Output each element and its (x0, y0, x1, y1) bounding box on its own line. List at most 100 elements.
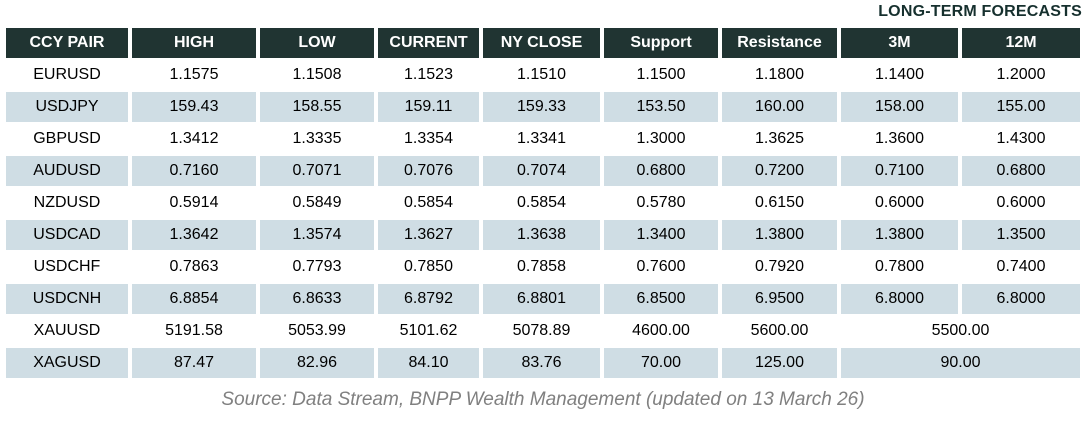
value-cell: 6.8854 (132, 284, 256, 314)
value-cell: 0.7076 (378, 156, 479, 186)
table-row-usdcnh: USDCNH 6.8854 6.8633 6.8792 6.8801 6.8500 6.95… (6, 284, 1080, 314)
value-cell: 0.7600 (604, 252, 718, 282)
value-cell: 0.5849 (260, 188, 374, 218)
value-cell: 0.6000 (841, 188, 958, 218)
pair-cell: XAGUSD (6, 348, 128, 378)
value-cell: 1.3500 (962, 220, 1080, 250)
value-cell: 1.3400 (604, 220, 718, 250)
value-cell: 158.55 (260, 92, 374, 122)
value-cell: 1.1523 (378, 60, 479, 90)
value-cell: 0.7071 (260, 156, 374, 186)
value-cell: 0.7793 (260, 252, 374, 282)
value-cell: 0.7074 (483, 156, 600, 186)
column-header-12m: 12M (962, 28, 1080, 58)
table-row-xagusd: XAGUSD 87.47 82.96 84.10 83.76 70.00 125.00 90.… (6, 348, 1080, 378)
table-row-xauusd: XAUUSD 5191.58 5053.99 5101.62 5078.89 4600.0… (6, 316, 1080, 346)
value-cell: 0.7400 (962, 252, 1080, 282)
value-cell: 0.6000 (962, 188, 1080, 218)
table-row-usdjpy: USDJPY 159.43 158.55 159.11 159.33 153.50 160.… (6, 92, 1080, 122)
value-cell: 1.3335 (260, 124, 374, 154)
value-cell: 1.3800 (841, 220, 958, 250)
value-cell: 1.3642 (132, 220, 256, 250)
table-header: CCY PAIR HIGH LOW CURRENT NY CLOSE Support Res… (6, 28, 1080, 58)
value-cell: 1.3638 (483, 220, 600, 250)
value-cell: 0.7863 (132, 252, 256, 282)
value-cell: 159.33 (483, 92, 600, 122)
value-cell: 1.3000 (604, 124, 718, 154)
value-cell: 1.3600 (841, 124, 958, 154)
value-cell: 1.3354 (378, 124, 479, 154)
table-row-gbpusd: GBPUSD 1.3412 1.3335 1.3354 1.3341 1.3000 1.36… (6, 124, 1080, 154)
value-cell: 84.10 (378, 348, 479, 378)
value-cell: 1.3412 (132, 124, 256, 154)
table-row-eurusd: EURUSD 1.1575 1.1508 1.1523 1.1510 1.1500 1.18… (6, 60, 1080, 90)
value-cell: 1.3627 (378, 220, 479, 250)
column-header-current: CURRENT (378, 28, 479, 58)
value-cell: 5101.62 (378, 316, 479, 346)
value-cell: 158.00 (841, 92, 958, 122)
value-cell: 6.8000 (841, 284, 958, 314)
value-cell: 6.8000 (962, 284, 1080, 314)
value-cell: 1.1508 (260, 60, 374, 90)
value-cell: 1.3341 (483, 124, 600, 154)
value-cell: 4600.00 (604, 316, 718, 346)
value-cell: 0.5914 (132, 188, 256, 218)
pair-cell: EURUSD (6, 60, 128, 90)
value-cell: 0.6150 (722, 188, 837, 218)
value-cell: 1.3625 (722, 124, 837, 154)
pair-cell: USDCNH (6, 284, 128, 314)
value-cell: 1.3574 (260, 220, 374, 250)
value-cell: 160.00 (722, 92, 837, 122)
column-header-3m: 3M (841, 28, 958, 58)
pair-cell: GBPUSD (6, 124, 128, 154)
value-cell: 0.5780 (604, 188, 718, 218)
value-cell: 0.7858 (483, 252, 600, 282)
value-cell: 159.11 (378, 92, 479, 122)
value-cell: 6.8633 (260, 284, 374, 314)
column-header-high: HIGH (132, 28, 256, 58)
value-cell: 0.7200 (722, 156, 837, 186)
value-cell: 5078.89 (483, 316, 600, 346)
table-row-audusd: AUDUSD 0.7160 0.7071 0.7076 0.7074 0.6800 0.72… (6, 156, 1080, 186)
value-cell: 0.5854 (483, 188, 600, 218)
value-cell: 0.7160 (132, 156, 256, 186)
value-cell: 155.00 (962, 92, 1080, 122)
pair-cell: USDCHF (6, 252, 128, 282)
value-cell: 1.1800 (722, 60, 837, 90)
long-term-forecasts-title: LONG-TERM FORECASTS (878, 3, 1082, 20)
forecast-merged-cell: 5500.00 (841, 316, 1080, 346)
table-row-usdcad: USDCAD 1.3642 1.3574 1.3627 1.3638 1.3400 1.38… (6, 220, 1080, 250)
column-header-low: LOW (260, 28, 374, 58)
pair-cell: AUDUSD (6, 156, 128, 186)
value-cell: 6.9500 (722, 284, 837, 314)
source-caption: Source: Data Stream, BNPP Wealth Managem… (221, 389, 865, 410)
value-cell: 83.76 (483, 348, 600, 378)
value-cell: 87.47 (132, 348, 256, 378)
value-cell: 153.50 (604, 92, 718, 122)
value-cell: 0.7800 (841, 252, 958, 282)
pair-cell: USDCAD (6, 220, 128, 250)
value-cell: 6.8792 (378, 284, 479, 314)
value-cell: 1.4300 (962, 124, 1080, 154)
table-body: EURUSD 1.1575 1.1508 1.1523 1.1510 1.1500 1.18… (6, 60, 1080, 378)
value-cell: 1.1510 (483, 60, 600, 90)
column-header-ny-close: NY CLOSE (483, 28, 600, 58)
column-header-resistance: Resistance (722, 28, 837, 58)
value-cell: 0.6800 (604, 156, 718, 186)
value-cell: 1.1400 (841, 60, 958, 90)
value-cell: 0.7920 (722, 252, 837, 282)
value-cell: 0.6800 (962, 156, 1080, 186)
value-cell: 82.96 (260, 348, 374, 378)
value-cell: 1.2000 (962, 60, 1080, 90)
table-row-usdchf: USDCHF 0.7863 0.7793 0.7850 0.7858 0.7600 0.79… (6, 252, 1080, 282)
pair-cell: NZDUSD (6, 188, 128, 218)
header-row: CCY PAIR HIGH LOW CURRENT NY CLOSE Support Res… (6, 28, 1080, 58)
value-cell: 5600.00 (722, 316, 837, 346)
value-cell: 159.43 (132, 92, 256, 122)
forecast-merged-cell: 90.00 (841, 348, 1080, 378)
value-cell: 1.3800 (722, 220, 837, 250)
value-cell: 6.8801 (483, 284, 600, 314)
value-cell: 1.1500 (604, 60, 718, 90)
table-row-nzdusd: NZDUSD 0.5914 0.5849 0.5854 0.5854 0.5780 0.61… (6, 188, 1080, 218)
value-cell: 5053.99 (260, 316, 374, 346)
